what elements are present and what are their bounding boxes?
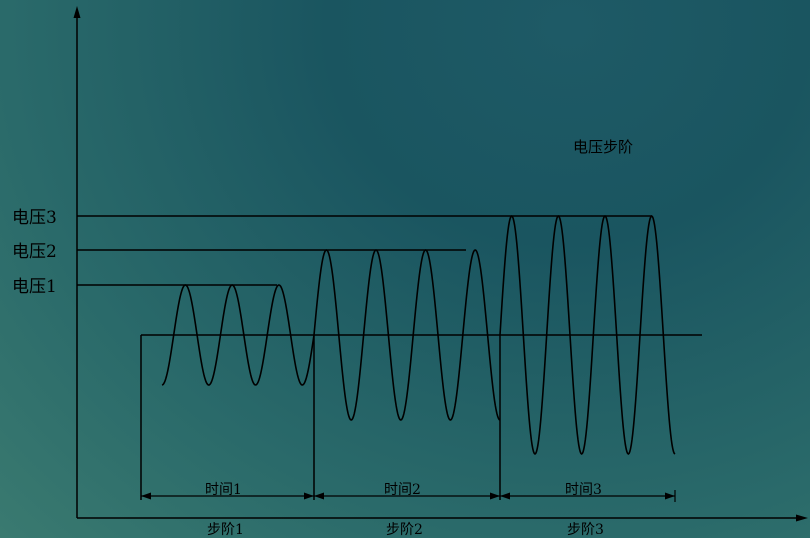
- time-1-label: 时间1: [205, 482, 242, 498]
- voltage-1-label: 电压1: [12, 277, 57, 297]
- step-2-label: 步阶2: [386, 522, 423, 538]
- time-interval-2: [314, 492, 500, 500]
- diagram-title: 电压步阶: [573, 138, 633, 156]
- x-axis-arrow: [796, 514, 808, 522]
- time-2-label: 时间2: [384, 482, 421, 498]
- sine-wave-step-1: [161, 284, 315, 386]
- sine-wave-step-2: [313, 249, 501, 421]
- step-1-label: 步阶1: [207, 522, 244, 538]
- step-3-label: 步阶3: [567, 522, 604, 538]
- time-3-label: 时间3: [565, 482, 602, 498]
- voltage-3-label: 电压3: [12, 208, 57, 228]
- sine-wave-step-3: [499, 214, 676, 456]
- time-interval-3: [500, 490, 676, 502]
- time-interval-1: [141, 492, 314, 500]
- y-axis-arrow: [73, 6, 81, 18]
- voltage-2-label: 电压2: [12, 242, 57, 262]
